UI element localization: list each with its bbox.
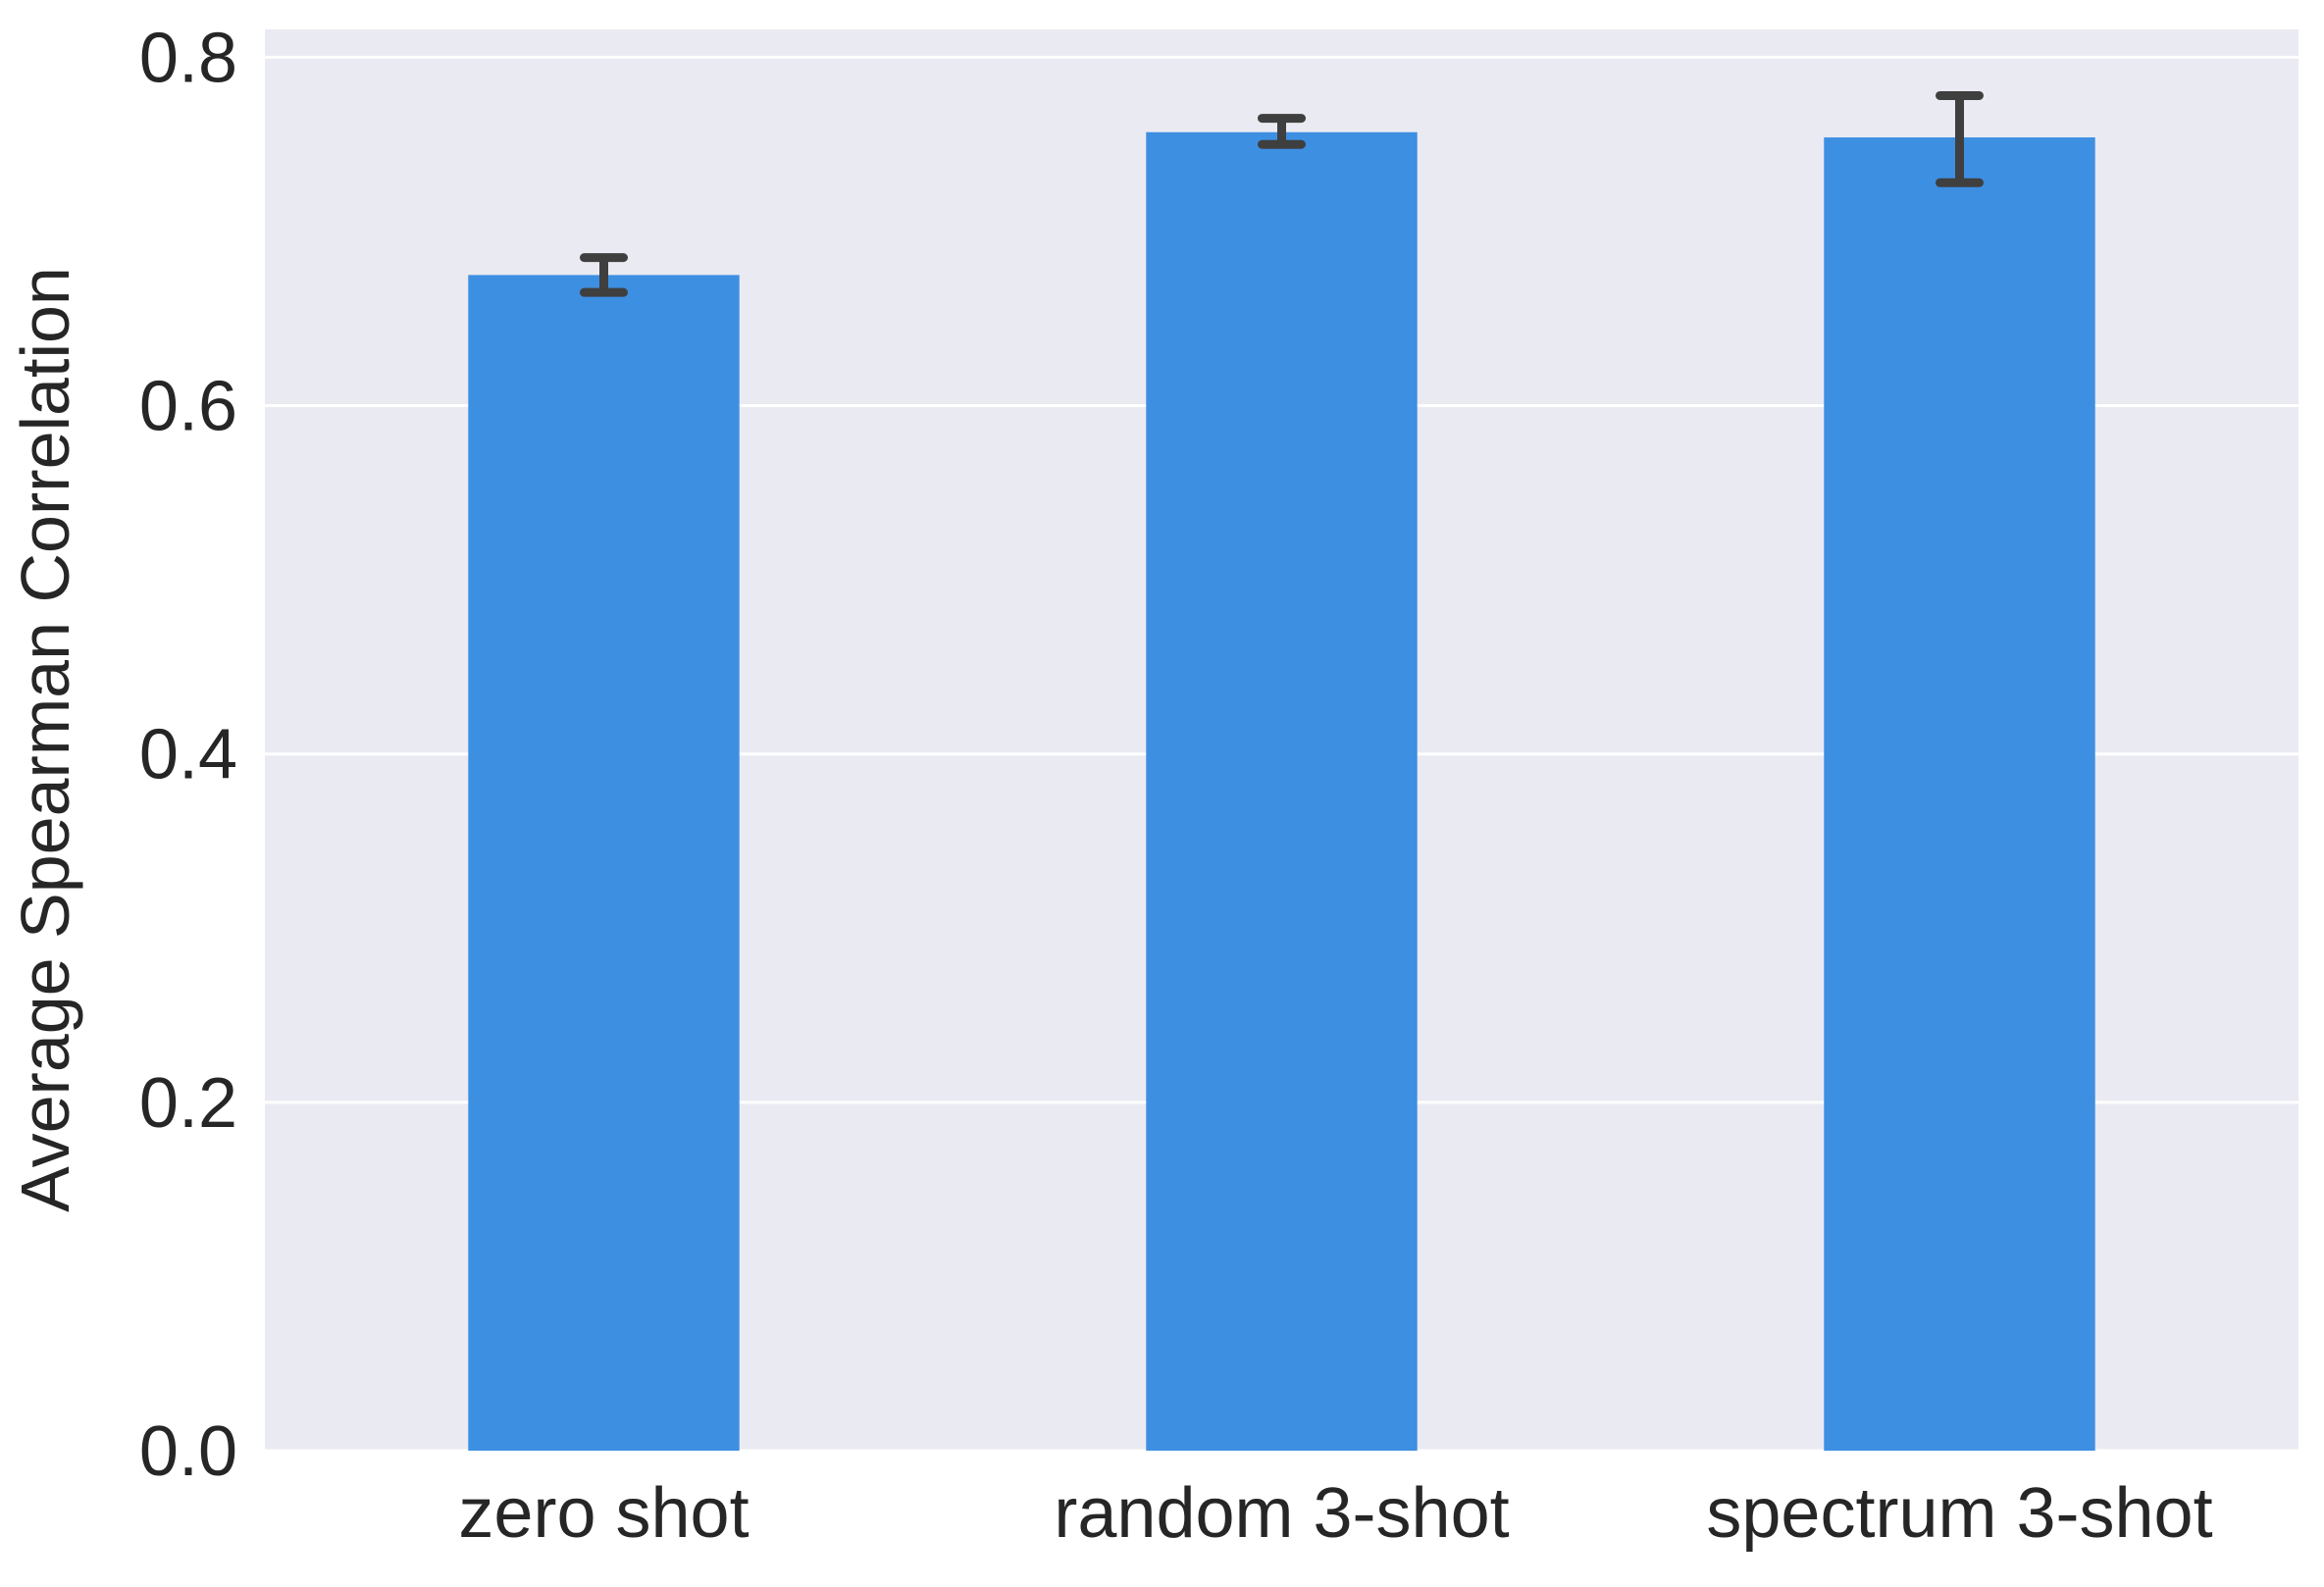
y-axis-label: Average Spearman Correlation bbox=[7, 267, 83, 1212]
x-tick-labels: zero shot random 3-shot spectrum 3-shot bbox=[458, 1474, 2212, 1553]
bar bbox=[1146, 131, 1418, 1451]
x-tick-label: zero shot bbox=[458, 1474, 749, 1553]
y-tick-label: 0.4 bbox=[139, 716, 237, 794]
x-tick-label: spectrum 3-shot bbox=[1706, 1474, 2212, 1553]
y-tick-label: 0.8 bbox=[139, 19, 237, 97]
y-tick-label: 0.6 bbox=[139, 368, 237, 446]
bar bbox=[468, 275, 740, 1451]
y-tick-label: 0.0 bbox=[139, 1412, 237, 1491]
bars bbox=[468, 131, 2095, 1451]
y-tick-labels: 0.0 0.2 0.4 0.6 0.8 bbox=[139, 19, 237, 1491]
y-tick-label: 0.2 bbox=[139, 1064, 237, 1143]
bar bbox=[1824, 137, 2095, 1451]
x-tick-label: random 3-shot bbox=[1054, 1474, 1509, 1553]
error-bars bbox=[580, 90, 1984, 297]
